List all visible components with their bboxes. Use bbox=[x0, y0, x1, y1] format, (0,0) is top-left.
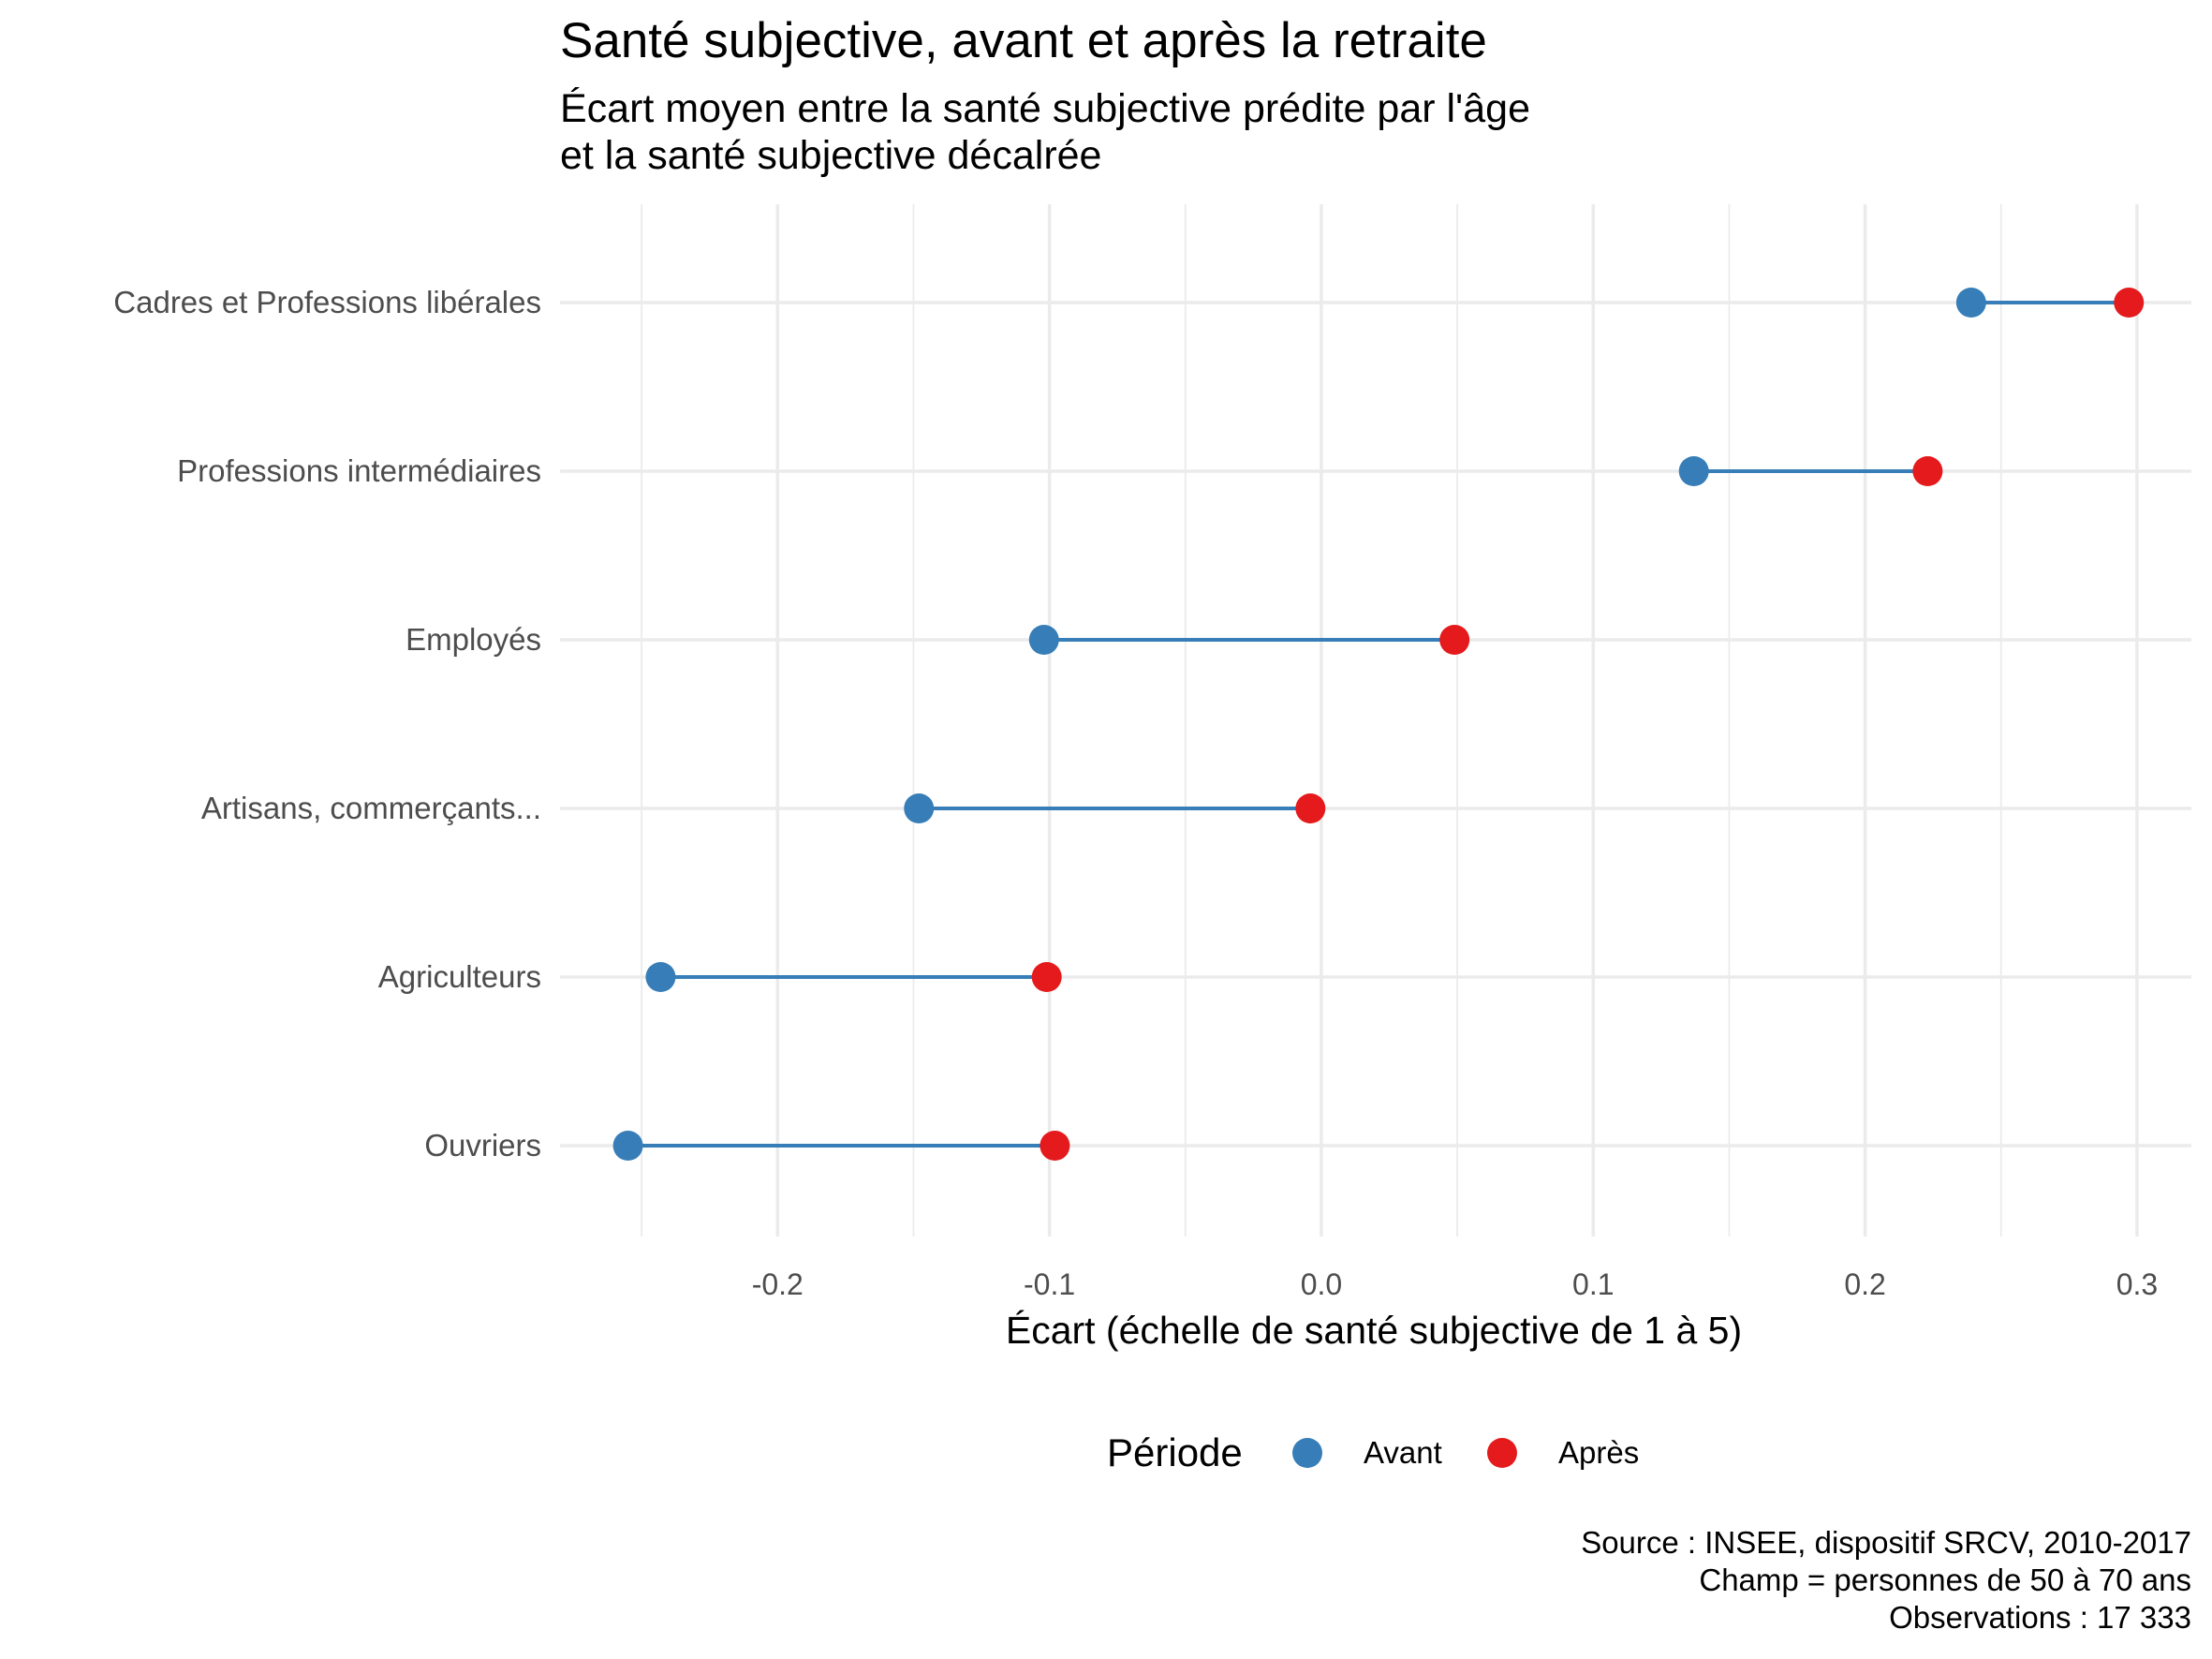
point-avant bbox=[645, 962, 676, 992]
point-avant bbox=[1678, 456, 1709, 486]
y-axis-labels: Cadres et Professions libérales Professio… bbox=[113, 285, 541, 1163]
chart-subtitle-line-2: et la santé subjective décalrée bbox=[560, 133, 1101, 178]
y-tick-label: Professions intermédiaires bbox=[177, 453, 541, 488]
caption-line-3: Observations : 17 333 bbox=[1889, 1600, 2191, 1635]
legend-label-avant: Avant bbox=[1364, 1435, 1442, 1470]
legend-label-apres: Après bbox=[1558, 1435, 1639, 1470]
x-tick-label: 0.1 bbox=[1572, 1267, 1614, 1301]
x-tick-label: -0.2 bbox=[752, 1267, 804, 1301]
point-apres bbox=[1912, 456, 1943, 486]
x-tick-label: 0.2 bbox=[1844, 1267, 1885, 1301]
y-tick-label: Agriculteurs bbox=[378, 959, 541, 994]
point-apres bbox=[1439, 625, 1470, 655]
x-tick-label: 0.3 bbox=[2116, 1267, 2158, 1301]
y-tick-label: Cadres et Professions libérales bbox=[113, 285, 541, 319]
legend: Période Avant Après bbox=[1107, 1430, 1639, 1474]
x-tick-label: 0.0 bbox=[1301, 1267, 1342, 1301]
point-avant bbox=[904, 793, 935, 823]
y-tick-label: Artisans, commerçants... bbox=[201, 791, 541, 825]
caption-line-1: Source : INSEE, dispositif SRCV, 2010-20… bbox=[1581, 1525, 2191, 1560]
point-avant bbox=[1028, 625, 1059, 655]
chart-title: Santé subjective, avant et après la retr… bbox=[560, 13, 1487, 68]
chart-subtitle-line-1: Écart moyen entre la santé subjective pr… bbox=[560, 86, 1530, 131]
point-apres bbox=[1031, 962, 1062, 992]
point-apres bbox=[2114, 288, 2145, 318]
point-avant bbox=[612, 1131, 643, 1161]
x-axis-title: Écart (échelle de santé subjective de 1 … bbox=[1006, 1309, 1742, 1352]
point-apres bbox=[1295, 793, 1326, 823]
x-tick-label: -0.1 bbox=[1024, 1267, 1075, 1301]
legend-key-avant bbox=[1292, 1438, 1322, 1468]
y-tick-label: Employés bbox=[406, 622, 541, 657]
y-tick-label: Ouvriers bbox=[424, 1128, 541, 1163]
caption-line-2: Champ = personnes de 50 à 70 ans bbox=[1699, 1563, 2191, 1597]
grid bbox=[560, 204, 2191, 1237]
points bbox=[612, 288, 2145, 1161]
x-axis-labels: -0.2 -0.1 0.0 0.1 0.2 0.3 bbox=[752, 1267, 2158, 1301]
point-avant bbox=[1955, 288, 1986, 318]
segments bbox=[627, 301, 2130, 1148]
legend-key-apres bbox=[1487, 1438, 1517, 1468]
point-apres bbox=[1040, 1131, 1070, 1161]
legend-title: Période bbox=[1107, 1430, 1243, 1474]
